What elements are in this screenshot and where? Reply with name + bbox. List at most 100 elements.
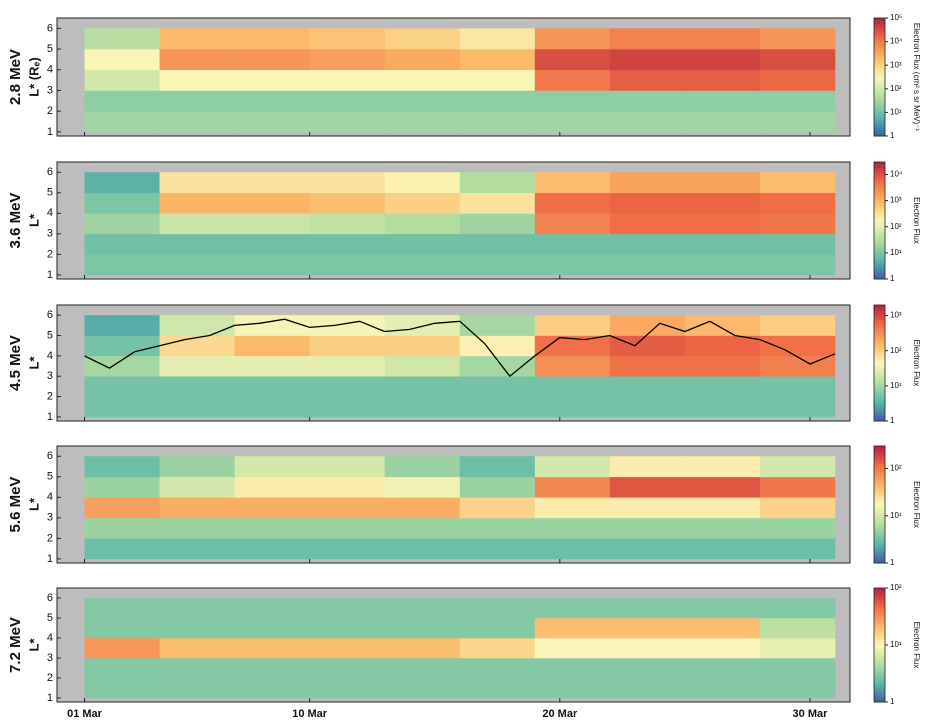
heatmap-cell [384,172,461,194]
heatmap-cell [384,233,461,255]
y-tick-label: 2 [47,672,53,684]
heatmap-cell [684,111,761,133]
colorbar-swatch [874,545,885,549]
colorbar-swatch [874,18,885,22]
colorbar-swatch [874,133,885,137]
y-tick-label: 3 [47,228,53,240]
heatmap-cell [609,254,686,276]
colorbar-tick-label: 1 [890,131,895,140]
y-tick-label: 1 [47,553,53,565]
heatmap-cell [759,678,836,699]
heatmap-cell [684,618,761,639]
colorbar-swatch [874,383,885,387]
heatmap-cell [234,658,310,679]
heatmap-cell [84,678,160,699]
heatmap-cell [609,111,686,133]
colorbar-tick-label: 10² [890,464,902,473]
colorbar-swatch [874,226,885,230]
colorbar-swatch [874,377,885,381]
colorbar-swatch [874,527,885,532]
colorbar-swatch [874,235,885,239]
colorbar-swatch [874,656,885,660]
colorbar-swatch [874,82,885,87]
colorbar-swatch [874,270,885,274]
colorbar-swatch [874,368,885,373]
colorbar-swatch [874,106,885,110]
colorbar-swatch [874,115,885,119]
colorbar-swatch [874,374,885,378]
colorbar-swatch [874,276,885,280]
heatmap-cell [759,233,836,255]
panel-title: 3.6 MeV [7,193,24,249]
colorbar-swatch [874,475,885,479]
y-tick-label: 1 [47,269,53,281]
colorbar-swatch [874,392,885,396]
colorbar-swatch [874,77,885,81]
heatmap-cell [684,254,761,276]
colorbar-swatch [874,690,885,694]
heatmap-cell [534,618,611,639]
y-tick-label: 2 [47,532,53,544]
colorbar-swatch [874,53,885,57]
colorbar-swatch [874,307,885,312]
colorbar-swatch [874,176,885,181]
heatmap-cell [684,355,761,377]
heatmap-cell [234,254,310,276]
y-tick-label: 4 [47,207,53,219]
heatmap-cell [759,315,836,336]
colorbar-label: Electron Flux [912,622,921,669]
colorbar-swatch [874,328,885,332]
panel-title: 5.6 MeV [7,477,24,533]
heatmap-cell [84,28,160,50]
colorbar-swatch [874,223,885,227]
heatmap-cell [684,376,761,397]
colorbar-tick-label: 10¹ [890,381,902,390]
colorbar-swatch [874,498,885,503]
heatmap-cell [534,355,611,377]
colorbar-swatch [874,590,885,595]
colorbar-swatch [874,389,885,393]
colorbar-tick-label: 10³ [890,60,902,69]
heatmap-cell [609,396,686,418]
heatmap-cell [309,678,386,699]
colorbar-swatch [874,103,885,107]
heatmap-cell [384,456,461,478]
heatmap-cell [459,111,536,133]
heatmap-cell [309,658,386,679]
colorbar-swatch [874,513,885,517]
colorbar-swatch [874,533,885,538]
colorbar-swatch [874,481,885,485]
heatmap-cell [609,28,686,50]
heatmap-cell [534,213,611,235]
heatmap-cell [159,618,235,639]
colorbar-tick-label: 1 [890,697,895,706]
y-axis-label: L* [26,356,41,370]
heatmap-cell [684,598,761,619]
colorbar-swatch [874,79,885,84]
colorbar-label: Electron Flux [912,197,921,244]
colorbar-swatch [874,214,885,219]
heatmap-cell [609,213,686,235]
colorbar-swatch [874,605,885,609]
heatmap-cell [459,476,536,498]
heatmap-cell [159,69,235,91]
heatmap-cell [609,658,686,679]
colorbar-swatch [874,348,885,352]
heatmap-cell [159,376,235,397]
y-axis-label: L* [26,638,41,652]
colorbar-frame [873,17,886,137]
heatmap-cell [84,315,160,336]
colorbar-swatch [874,551,885,555]
colorbar-swatch [874,397,885,402]
heatmap-cell [84,355,160,377]
heatmap-cell [384,618,461,639]
heatmap-cell [609,538,686,560]
colorbar-swatch [874,588,885,592]
colorbar-swatch [874,507,885,511]
heatmap-cell [309,396,386,418]
colorbar-swatch [874,267,885,271]
y-tick-label: 5 [47,329,53,341]
colorbar-swatch [874,38,885,43]
heatmap-cell [759,538,836,560]
heatmap-cell [759,213,836,235]
